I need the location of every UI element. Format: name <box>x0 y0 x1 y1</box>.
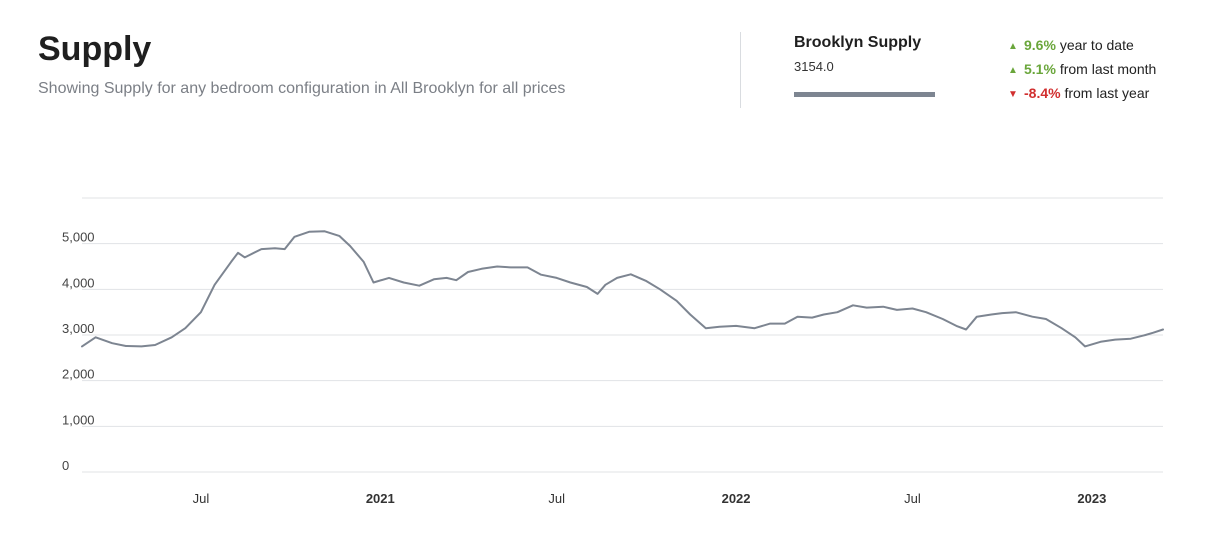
y-tick-label: 1,000 <box>62 412 95 427</box>
triangle-up-icon: ▲ <box>1008 41 1018 52</box>
page-subtitle: Showing Supply for any bedroom configura… <box>38 80 566 97</box>
y-tick-label: 0 <box>62 458 69 473</box>
stat-value: 5.1% <box>1024 61 1056 77</box>
x-tick-label: Jul <box>548 491 565 506</box>
stats-panel: ▲ 9.6% year to date ▲ 5.1% from last month… <box>1008 36 1156 108</box>
series-layer <box>81 230 1164 348</box>
legend-series-name: Brooklyn Supply <box>794 34 922 51</box>
stat-label: year to date <box>1059 37 1134 53</box>
y-tick-label: 3,000 <box>62 321 95 336</box>
series-line-brooklyn-supply[interactable] <box>81 230 1164 348</box>
x-axis-ticks: Jul 2021 Jul 2022 Jul 2023 <box>193 491 1107 506</box>
x-tick-label: 2022 <box>722 491 751 506</box>
legend-series-value: 3154.0 <box>794 59 834 74</box>
stat-value: -8.4% <box>1024 85 1061 101</box>
legend-swatch <box>794 92 935 97</box>
stat-label: from last year <box>1064 85 1150 101</box>
grid-lines <box>82 197 1163 473</box>
stat-from-last-month: ▲ 5.1% from last month <box>1008 60 1156 84</box>
x-tick-label: 2021 <box>366 491 395 506</box>
x-tick-label: Jul <box>193 491 210 506</box>
y-tick-label: 4,000 <box>62 275 95 290</box>
supply-line-chart[interactable]: 0 1,000 2,000 3,000 4,000 5,000 Jul 2021 Jul 202… <box>0 180 1222 520</box>
triangle-up-icon: ▲ <box>1008 65 1018 76</box>
legend: Brooklyn Supply 3154.0 <box>794 34 954 97</box>
stat-year-to-date: ▲ 9.6% year to date <box>1008 36 1156 60</box>
x-tick-label: Jul <box>904 491 921 506</box>
x-tick-label: 2023 <box>1077 491 1106 506</box>
stat-label: from last month <box>1059 61 1157 77</box>
y-tick-label: 2,000 <box>62 367 95 382</box>
page-title: Supply <box>38 30 152 68</box>
stat-from-last-year: ▼ -8.4% from last year <box>1008 84 1156 108</box>
y-axis-ticks: 0 1,000 2,000 3,000 4,000 5,000 <box>62 230 95 473</box>
triangle-down-icon: ▼ <box>1008 89 1018 100</box>
header-divider <box>740 32 741 108</box>
stat-value: 9.6% <box>1024 37 1056 53</box>
y-tick-label: 5,000 <box>62 230 95 245</box>
